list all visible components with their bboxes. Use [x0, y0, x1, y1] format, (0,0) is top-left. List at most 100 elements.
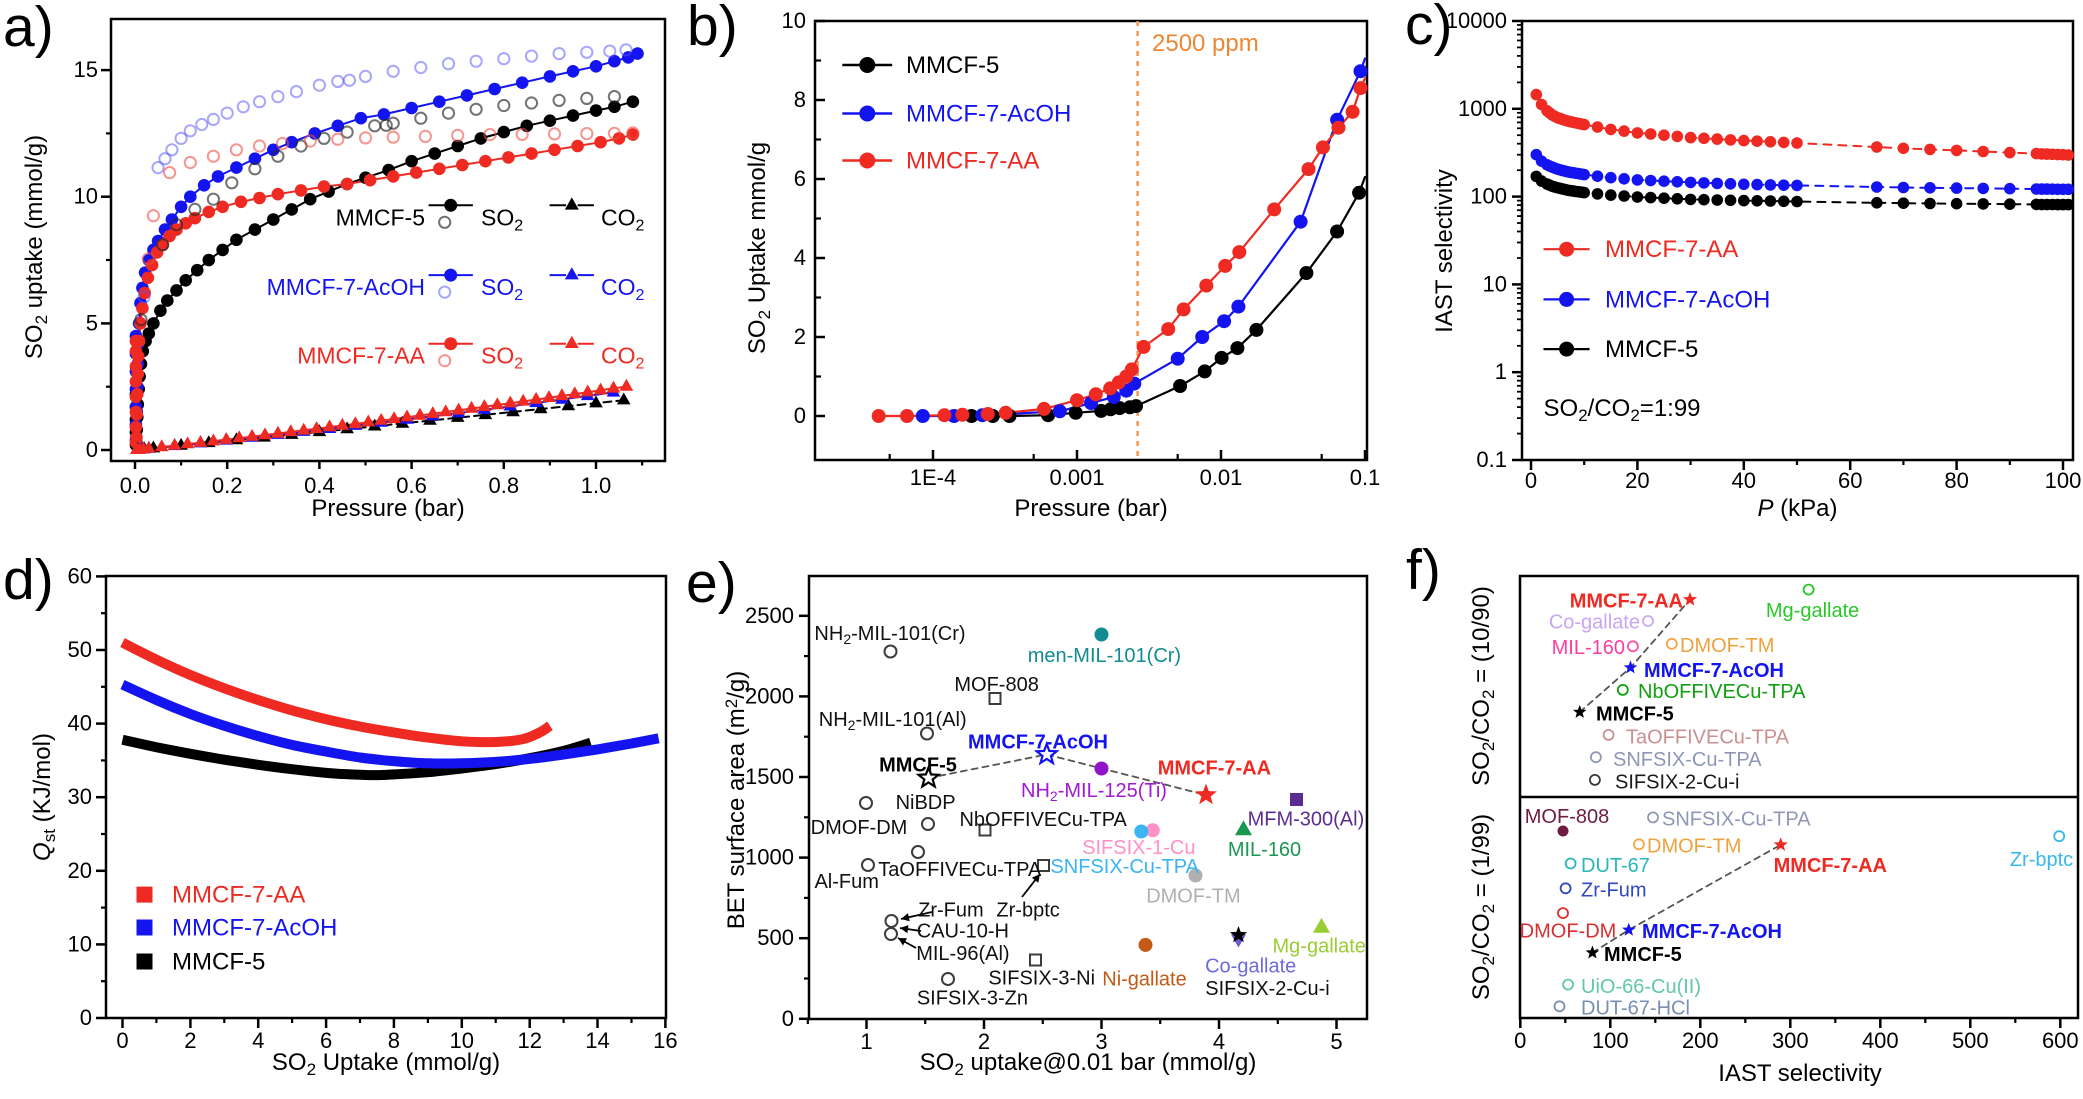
svg-text:Pressure (bar): Pressure (bar): [311, 495, 464, 522]
svg-text:DMOF-DM: DMOF-DM: [1520, 921, 1617, 943]
svg-text:MMCF-7-AA: MMCF-7-AA: [1570, 591, 1683, 613]
svg-text:100: 100: [1470, 184, 1507, 209]
svg-text:1E-4: 1E-4: [910, 465, 956, 490]
svg-text:0.1: 0.1: [1476, 447, 1507, 472]
svg-text:60: 60: [68, 563, 92, 588]
svg-text:20: 20: [1625, 468, 1649, 493]
svg-text:MMCF-7-AcOH: MMCF-7-AcOH: [1642, 921, 1782, 943]
svg-text:4: 4: [1213, 1029, 1225, 1054]
svg-text:10: 10: [450, 1028, 474, 1053]
svg-text:2500 ppm: 2500 ppm: [1152, 30, 1259, 57]
svg-text:60: 60: [1838, 468, 1862, 493]
svg-text:men-MIL-101(Cr): men-MIL-101(Cr): [1028, 645, 1181, 667]
svg-text:SIFSIX-3-Zn: SIFSIX-3-Zn: [917, 988, 1028, 1010]
svg-text:200: 200: [1682, 1028, 1719, 1053]
svg-text:1: 1: [860, 1029, 872, 1054]
svg-text:Qst (KJ/mol): Qst (KJ/mol): [29, 733, 59, 861]
svg-text:MIL-160: MIL-160: [1228, 839, 1301, 861]
svg-text:MMCF-7-AA: MMCF-7-AA: [1774, 855, 1887, 877]
svg-text:0.4: 0.4: [304, 473, 335, 498]
svg-text:400: 400: [1862, 1028, 1899, 1053]
svg-text:80: 80: [1944, 468, 1968, 493]
svg-text:b): b): [687, 0, 738, 58]
svg-text:0.6: 0.6: [396, 473, 427, 498]
svg-text:4: 4: [252, 1028, 264, 1053]
svg-text:20: 20: [68, 858, 92, 883]
svg-text:SO2​ uptake@0.01 bar (mmol/g): SO2​ uptake@0.01 bar (mmol/g): [920, 1049, 1257, 1079]
svg-text:SNFSIX-Cu-TPA: SNFSIX-Cu-TPA: [1050, 856, 1199, 878]
svg-text:e): e): [686, 551, 737, 615]
svg-text:SO2​/CO2​=1:99: SO2​/CO2​=1:99: [1544, 395, 1701, 425]
svg-text:2: 2: [184, 1028, 196, 1053]
svg-text:CAU-10-H: CAU-10-H: [917, 921, 1009, 943]
svg-text:MMCF-5: MMCF-5: [1596, 704, 1674, 726]
svg-text:MFM-300(Al): MFM-300(Al): [1248, 809, 1365, 831]
svg-text:SIFSIX-3-Ni: SIFSIX-3-Ni: [988, 968, 1095, 990]
svg-text:DMOF-DM: DMOF-DM: [811, 817, 908, 839]
svg-text:MMCF-7-AcOH: MMCF-7-AcOH: [1605, 286, 1770, 313]
svg-text:MMCF-5: MMCF-5: [172, 949, 265, 976]
svg-text:Co-gallate: Co-gallate: [1205, 955, 1296, 977]
svg-text:0: 0: [782, 1006, 794, 1031]
svg-text:MMCF-7-AA: MMCF-7-AA: [172, 882, 305, 909]
svg-text:0: 0: [794, 403, 806, 428]
svg-text:Zr-bptc: Zr-bptc: [996, 900, 1059, 922]
svg-text:MMCF-7-AcOH: MMCF-7-AcOH: [968, 732, 1108, 754]
svg-text:MMCF-7-AA: MMCF-7-AA: [1605, 236, 1738, 263]
svg-text:Pressure (bar): Pressure (bar): [1014, 495, 1167, 522]
svg-text:Zr-bptc: Zr-bptc: [2010, 849, 2073, 871]
svg-text:MMCF-7-AA: MMCF-7-AA: [906, 148, 1039, 175]
svg-text:UiO-66-Cu(II): UiO-66-Cu(II): [1581, 976, 1701, 998]
svg-text:0.1: 0.1: [1350, 465, 1381, 490]
svg-text:MOF-808: MOF-808: [1525, 806, 1609, 828]
svg-text:0: 0: [86, 437, 98, 462]
svg-text:Zr-Fum: Zr-Fum: [1581, 880, 1647, 902]
svg-text:NbOFFIVECu-TPA: NbOFFIVECu-TPA: [1638, 681, 1806, 703]
svg-text:600: 600: [2042, 1028, 2079, 1053]
svg-text:Co-gallate: Co-gallate: [1549, 612, 1640, 634]
svg-text:NH2​-MIL-101(Cr): NH2​-MIL-101(Cr): [814, 623, 965, 647]
svg-text:SIFSIX-2-Cu-i: SIFSIX-2-Cu-i: [1615, 772, 1739, 794]
svg-text:SO2​ Uptake mmol/g: SO2​ Uptake mmol/g: [744, 142, 774, 354]
svg-text:100: 100: [2045, 468, 2082, 493]
svg-text:50: 50: [68, 637, 92, 662]
svg-text:SO2​ uptake (mmol/g): SO2​ uptake (mmol/g): [21, 135, 51, 359]
svg-text:6: 6: [794, 166, 806, 191]
svg-text:500: 500: [1952, 1028, 1989, 1053]
svg-text:1.0: 1.0: [581, 473, 612, 498]
svg-text:Ni-gallate: Ni-gallate: [1102, 969, 1186, 991]
svg-text:100: 100: [1592, 1028, 1629, 1053]
svg-text:1000: 1000: [745, 845, 794, 870]
svg-text:1: 1: [1495, 359, 1507, 384]
svg-text:16: 16: [653, 1028, 677, 1053]
svg-text:TaOFFIVECu-TPA: TaOFFIVECu-TPA: [878, 859, 1042, 881]
svg-text:MMCF-7-AcOH: MMCF-7-AcOH: [172, 915, 337, 942]
svg-text:MMCF-7-AcOH: MMCF-7-AcOH: [906, 101, 1071, 128]
svg-text:0.0: 0.0: [120, 473, 151, 498]
svg-text:MMCF-5: MMCF-5: [336, 204, 425, 230]
svg-text:MIL-96(Al): MIL-96(Al): [916, 943, 1009, 965]
svg-text:MMCF-7-AA: MMCF-7-AA: [297, 343, 425, 369]
svg-text:0: 0: [1525, 468, 1537, 493]
svg-text:0.01: 0.01: [1200, 465, 1243, 490]
svg-text:Mg-gallate: Mg-gallate: [1766, 600, 1859, 622]
svg-text:8: 8: [794, 87, 806, 112]
svg-text:IAST selectivity: IAST selectivity: [1718, 1060, 1882, 1087]
svg-text:DMOF-TM: DMOF-TM: [1680, 635, 1774, 657]
svg-text:NH2​-MIL-125(Ti): NH2​-MIL-125(Ti): [1021, 780, 1167, 804]
svg-text:10: 10: [74, 184, 98, 209]
svg-text:2000: 2000: [745, 683, 794, 708]
svg-text:DMOF-TM: DMOF-TM: [1146, 886, 1240, 908]
svg-text:10000: 10000: [1446, 8, 1507, 33]
svg-text:5: 5: [86, 310, 98, 335]
svg-text:MIL-160: MIL-160: [1552, 637, 1625, 659]
svg-text:2: 2: [978, 1029, 990, 1054]
svg-text:1000: 1000: [1458, 96, 1507, 121]
svg-text:30: 30: [68, 784, 92, 809]
svg-text:MMCF-5: MMCF-5: [1605, 336, 1698, 363]
svg-text:NH2​-MIL-101(Al): NH2​-MIL-101(Al): [819, 709, 967, 733]
svg-text:300: 300: [1772, 1028, 1809, 1053]
svg-text:12: 12: [517, 1028, 541, 1053]
svg-text:1500: 1500: [745, 764, 794, 789]
svg-text:SO2​ Uptake (mmol/g): SO2​ Uptake (mmol/g): [272, 1049, 500, 1079]
